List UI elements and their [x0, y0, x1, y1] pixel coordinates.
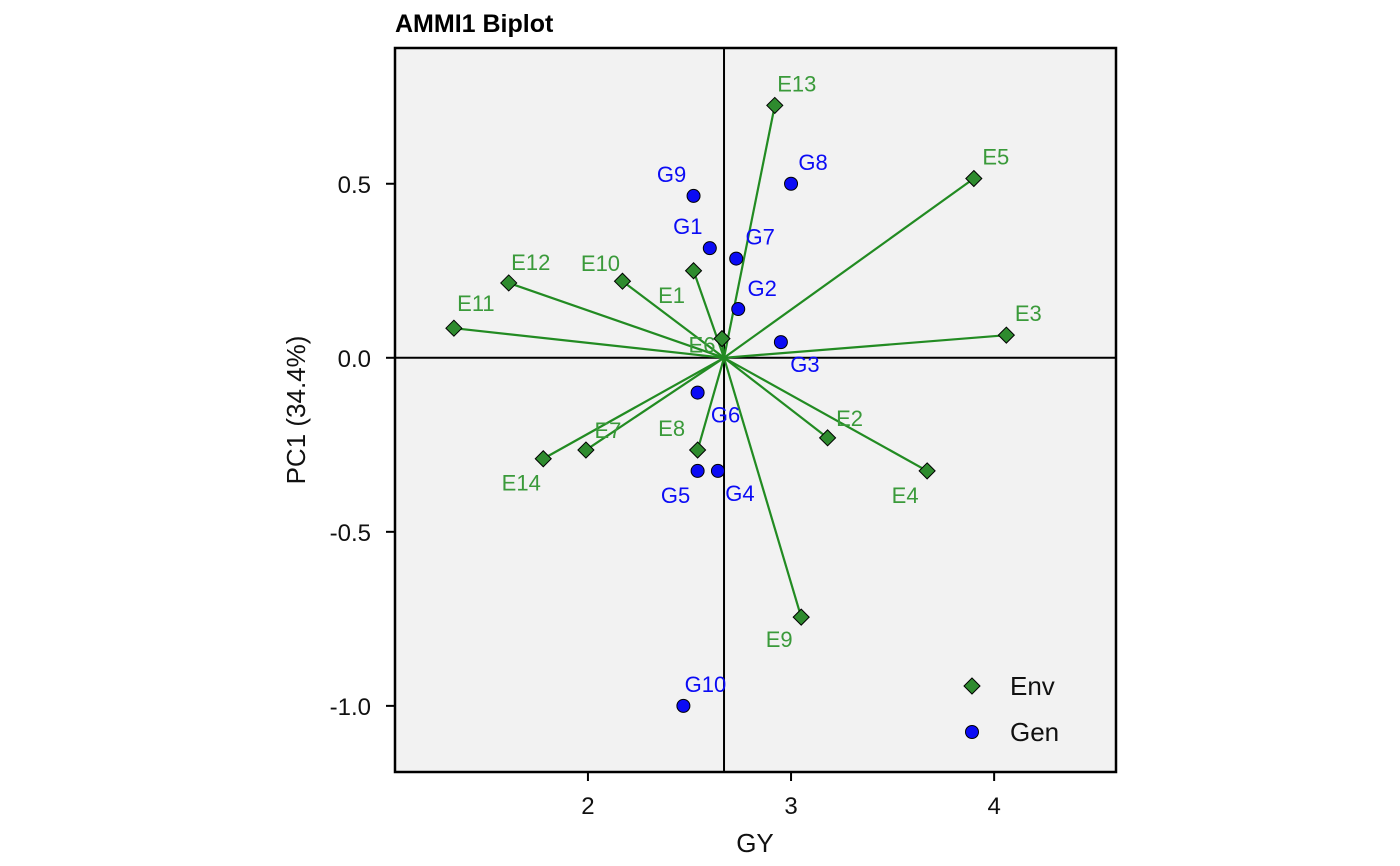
point-label-e10: E10: [581, 251, 620, 276]
x-axis: 2 3 4: [581, 772, 1001, 820]
reference-lines: [395, 48, 1116, 772]
x-tick-label: 2: [581, 793, 594, 820]
env-point-e2: [818, 429, 837, 447]
gen-point-g5: [690, 463, 705, 478]
point-label-g10: G10: [685, 672, 727, 697]
legend-key-env: [963, 677, 981, 695]
env-vector-e8: [696, 357, 726, 451]
env-point-e8: [688, 441, 707, 459]
legend-key-gen: [965, 725, 979, 739]
env-vector-e4: [723, 356, 928, 472]
point-label-e5: E5: [982, 145, 1009, 170]
plot-panel: [395, 48, 1116, 772]
point-label-e13: E13: [777, 71, 816, 96]
point-labels: E1 E2 E3 E4 E5 E6 E7 E8 E9 E10 E11 E12 E13 E14 G1 G2 G3 G…: [457, 71, 1042, 696]
point-label-e14: E14: [502, 471, 541, 496]
point-label-g2: G2: [748, 276, 777, 301]
point-label-e3: E3: [1015, 301, 1042, 326]
point-label-e4: E4: [892, 483, 919, 508]
point-label-g9: G9: [657, 162, 686, 187]
point-label-e8: E8: [658, 416, 685, 441]
chart-title: AMMI1 Biplot: [395, 10, 554, 38]
env-vector-e13: [722, 105, 776, 359]
gen-point-g6: [690, 385, 705, 400]
point-label-e1: E1: [658, 283, 685, 308]
env-point-e11: [445, 319, 463, 337]
env-point-e3: [997, 326, 1016, 344]
y-tick-label: 0.0: [338, 346, 371, 373]
legend-label-gen: Gen: [1010, 717, 1059, 747]
env-vector-e10: [621, 280, 725, 359]
env-point-e12: [500, 274, 518, 292]
point-label-e2: E2: [836, 406, 863, 431]
env-vector-e2: [723, 356, 829, 439]
y-axis: 0.5 0.0 -0.5 -1.0: [330, 172, 395, 721]
env-point-e5: [965, 169, 983, 188]
legend-label-env: Env: [1010, 671, 1055, 701]
gen-point-g1: [702, 241, 717, 256]
env-vector-e12: [508, 281, 725, 359]
gen-point-g9: [686, 188, 701, 203]
point-label-g6: G6: [711, 403, 740, 428]
env-vector-e3: [723, 334, 1007, 359]
env-vector-e11: [453, 327, 725, 359]
point-label-e9: E9: [766, 627, 793, 652]
x-axis-label: GY: [736, 828, 774, 858]
gen-point-g3: [773, 335, 788, 350]
env-point-e6: [713, 329, 731, 348]
point-label-e12: E12: [511, 250, 550, 275]
x-tick-label: 3: [784, 793, 797, 820]
y-tick-label: 0.5: [338, 172, 371, 199]
env-point-e13: [766, 96, 784, 115]
point-label-e11: E11: [457, 291, 495, 316]
legend: Env Gen: [963, 671, 1059, 747]
data-points: [445, 96, 1016, 713]
env-point-e7: [577, 441, 595, 459]
point-label-e6: E6: [689, 333, 716, 358]
gen-point-g8: [784, 176, 799, 191]
point-label-g1: G1: [673, 214, 702, 239]
point-label-g7: G7: [746, 225, 775, 250]
gen-point-g4: [710, 463, 725, 478]
y-tick-label: -1.0: [330, 694, 371, 721]
env-point-e14: [534, 450, 552, 468]
point-label-g5: G5: [661, 483, 690, 508]
y-axis-label: PC1 (34.4%): [281, 336, 311, 485]
gen-point-g7: [729, 251, 744, 266]
env-point-e1: [684, 262, 703, 280]
point-label-e7: E7: [594, 418, 621, 443]
env-vector-e14: [542, 356, 725, 460]
env-vector-e7: [585, 356, 725, 451]
env-vector-e5: [723, 177, 975, 359]
y-tick-label: -0.5: [330, 520, 371, 547]
point-label-g8: G8: [798, 150, 827, 175]
env-point-e9: [792, 608, 810, 626]
env-point-e4: [918, 462, 936, 480]
point-label-g4: G4: [725, 481, 754, 506]
plot-border: [393, 46, 1118, 774]
x-tick-label: 4: [987, 793, 1000, 820]
gen-point-g10: [676, 698, 691, 713]
env-vector-e9: [722, 357, 803, 618]
point-label-g3: G3: [790, 352, 819, 377]
env-point-e10: [613, 272, 632, 290]
gen-point-g2: [731, 302, 746, 317]
